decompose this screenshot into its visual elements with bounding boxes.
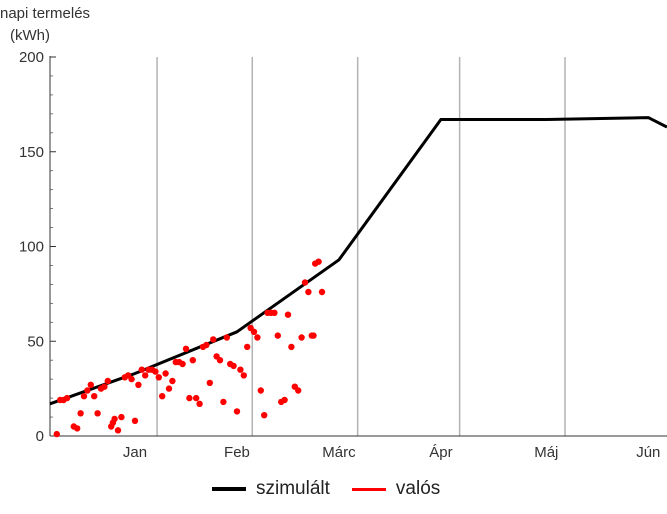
data-point-valos-31: [159, 393, 166, 400]
data-point-valos-13: [101, 383, 108, 390]
data-point-valos-25: [138, 366, 145, 373]
data-point-valos-8: [84, 387, 91, 394]
legend-label-valos: valós: [395, 478, 441, 499]
data-point-valos-11: [94, 410, 101, 417]
data-point-valos-55: [240, 372, 247, 379]
data-point-valos-17: [111, 415, 118, 423]
y-tick-label-50: 50: [27, 333, 44, 350]
x-tick-label-5: Jún: [636, 444, 660, 461]
data-point-valos-24: [135, 381, 142, 388]
series-line-szimulalt: [49, 116, 667, 406]
data-point-valos-46: [210, 336, 217, 343]
y-tick-label-0: 0: [36, 428, 44, 445]
legend-label-szimulalt: szimulált: [256, 478, 330, 499]
data-point-valos-30: [155, 374, 162, 381]
data-point-valos-74: [305, 288, 312, 296]
legend-swatch-szimulalt: [212, 487, 246, 491]
data-point-valos-53: [233, 408, 241, 415]
data-point-valos-76: [310, 332, 317, 339]
tick-labels: 0 50 100 150 200 Jan Feb Márc Ápr Máj Jún: [19, 49, 660, 461]
data-point-valos-58: [250, 328, 258, 335]
data-point-valos-10: [91, 393, 98, 400]
data-point-valos-65: [274, 332, 281, 339]
y-tick-label-150: 150: [19, 144, 44, 161]
x-tick-label-3: Ápr: [429, 444, 452, 461]
data-point-valos-3: [63, 394, 71, 402]
data-point-valos-41: [193, 394, 200, 402]
legend-swatch-valos: [351, 487, 386, 491]
data-point-valos-48: [216, 357, 224, 364]
data-point-valos-49: [220, 398, 227, 406]
axes: [49, 56, 667, 437]
data-point-valos-60: [257, 387, 264, 394]
data-point-valos-79: [318, 288, 326, 296]
data-point-valos-33: [165, 385, 173, 392]
data-point-valos-23: [131, 417, 139, 424]
data-point-valos-50: [223, 334, 230, 341]
y-tick-label-100: 100: [19, 239, 44, 256]
series-layer: [49, 116, 667, 438]
x-tick-label-2: Márc: [322, 444, 356, 461]
data-point-valos-14: [104, 377, 112, 385]
data-point-valos-39: [186, 394, 193, 402]
data-point-valos-22: [128, 375, 135, 383]
data-point-valos-45: [206, 379, 213, 387]
legend: szimulált valós: [212, 478, 462, 500]
data-point-valos-29: [152, 368, 159, 375]
data-point-valos-34: [169, 377, 176, 385]
data-point-valos-40: [189, 357, 196, 364]
data-point-valos-18: [114, 427, 122, 434]
data-point-valos-32: [162, 370, 169, 377]
month-grid-lines: [156, 57, 566, 436]
data-point-valos-72: [298, 334, 305, 341]
data-point-valos-73: [301, 279, 309, 286]
x-tick-label-1: Feb: [224, 444, 250, 461]
data-point-valos-0: [53, 430, 60, 438]
data-point-valos-56: [244, 343, 251, 351]
data-point-valos-69: [288, 343, 295, 351]
data-point-valos-7: [80, 393, 88, 400]
y-axis-label-line1: napi termelés: [0, 5, 90, 22]
data-point-valos-42: [196, 400, 203, 407]
data-point-valos-68: [284, 311, 292, 318]
y-tick-label-200: 200: [19, 49, 44, 66]
legend-item-szimulalt: szimulált: [212, 478, 330, 500]
x-tick-label-0: Jan: [123, 444, 147, 461]
legend-item-valos: valós: [351, 478, 441, 500]
data-point-valos-37: [179, 360, 186, 368]
data-point-valos-5: [74, 425, 81, 432]
data-point-valos-9: [87, 381, 95, 388]
y-axis-label-line2: (kWh): [10, 27, 50, 44]
data-point-valos-54: [237, 366, 244, 373]
data-point-valos-67: [281, 396, 288, 404]
data-point-valos-6: [77, 410, 84, 417]
data-point-valos-26: [142, 372, 149, 379]
data-point-valos-61: [261, 412, 268, 419]
data-point-valos-71: [295, 387, 302, 394]
data-point-valos-19: [118, 413, 125, 421]
data-point-valos-59: [254, 334, 261, 341]
data-point-valos-78: [315, 258, 322, 265]
data-point-valos-52: [230, 362, 237, 370]
data-point-valos-44: [203, 341, 210, 349]
x-tick-label-4: Máj: [534, 444, 558, 461]
data-point-valos-38: [182, 345, 190, 352]
data-point-valos-64: [271, 309, 278, 316]
